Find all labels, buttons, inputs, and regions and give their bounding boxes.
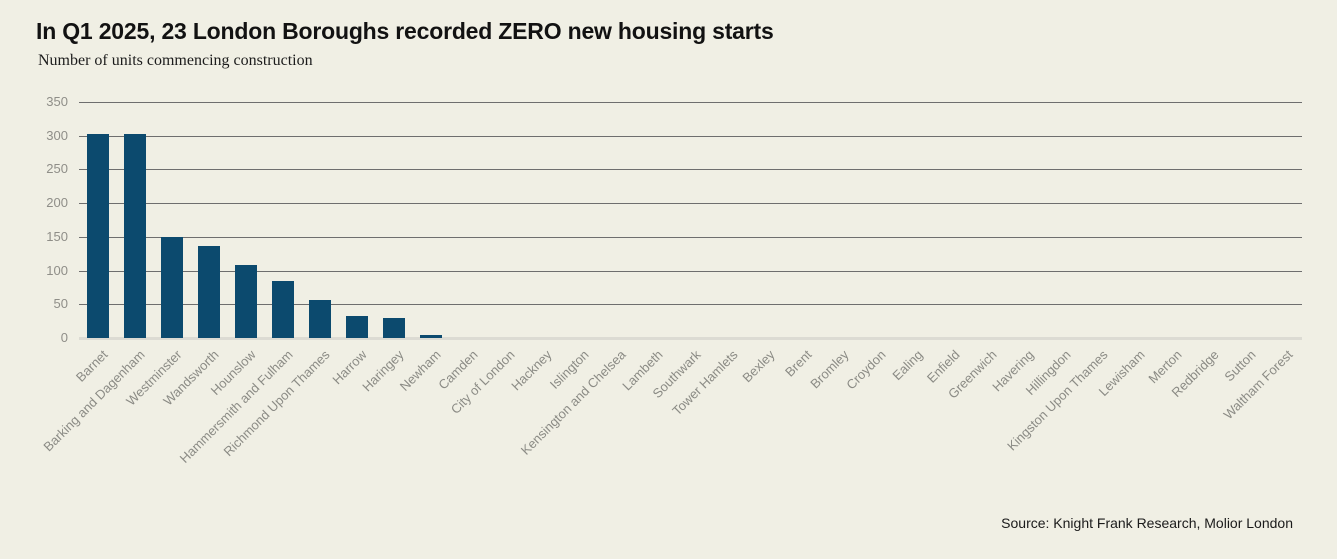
bar	[272, 281, 294, 338]
gridline	[79, 270, 1302, 272]
y-tick-label: 200	[46, 195, 68, 211]
chart-subtitle: Number of units commencing construction	[38, 52, 313, 69]
source-attribution: Source: Knight Frank Research, Molior Lo…	[1001, 515, 1293, 531]
bar	[309, 300, 331, 338]
bar	[161, 237, 183, 338]
chart-title: In Q1 2025, 23 London Boroughs recorded …	[36, 18, 774, 44]
gridline	[79, 304, 1302, 306]
y-tick-label: 250	[46, 161, 68, 177]
gridline	[79, 135, 1302, 137]
y-tick-label: 0	[60, 330, 68, 345]
bar	[420, 335, 442, 338]
x-axis-baseline	[79, 337, 1302, 340]
bar	[383, 318, 405, 338]
y-tick-label: 150	[46, 228, 68, 244]
x-tick-label: Barnet	[72, 347, 111, 385]
y-tick-label: 300	[46, 127, 68, 143]
y-tick-label: 350	[46, 94, 68, 109]
gridline	[79, 203, 1302, 205]
bar	[87, 134, 109, 338]
bar	[346, 316, 368, 338]
y-tick-label: 50	[53, 296, 68, 312]
bar	[198, 246, 220, 338]
bar	[124, 134, 146, 338]
bar	[235, 265, 257, 338]
gridline	[79, 236, 1302, 238]
y-tick-label: 100	[46, 262, 68, 278]
gridline	[79, 102, 1302, 103]
gridline	[79, 169, 1302, 171]
